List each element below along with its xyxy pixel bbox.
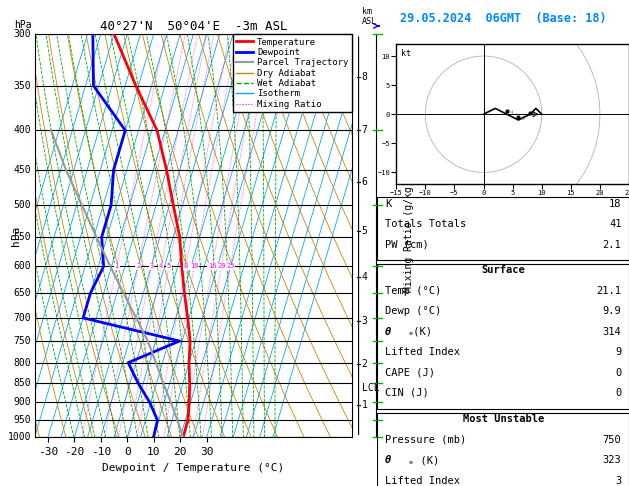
Text: 6: 6	[362, 176, 367, 187]
Text: 1: 1	[114, 263, 119, 269]
Title: 40°27'N  50°04'E  -3m ASL: 40°27'N 50°04'E -3m ASL	[99, 20, 287, 33]
Text: θ: θ	[385, 455, 391, 465]
Text: θ: θ	[385, 327, 391, 337]
Text: 4: 4	[362, 272, 367, 282]
Text: 10: 10	[190, 263, 199, 269]
Text: Most Unstable: Most Unstable	[462, 414, 544, 424]
Text: 750: 750	[14, 336, 31, 346]
Text: 1: 1	[362, 399, 367, 410]
Text: 0: 0	[615, 388, 621, 398]
Text: 25: 25	[226, 263, 235, 269]
Text: 3: 3	[362, 316, 367, 326]
Text: 8: 8	[362, 72, 367, 82]
Text: 500: 500	[14, 200, 31, 210]
Text: K: K	[385, 199, 391, 209]
Text: 3: 3	[615, 475, 621, 486]
Text: km
ASL: km ASL	[362, 6, 377, 26]
Text: Mixing Ratio (g/kg): Mixing Ratio (g/kg)	[404, 180, 415, 292]
Text: 0: 0	[615, 367, 621, 378]
Bar	[377, 197, 629, 260]
Text: 3: 3	[149, 263, 153, 269]
Text: 41: 41	[609, 219, 621, 229]
Text: 6: 6	[533, 112, 537, 117]
Text: Pressure (mb): Pressure (mb)	[385, 434, 466, 445]
Text: 650: 650	[14, 288, 31, 298]
Text: 2: 2	[136, 263, 140, 269]
Text: 314: 314	[603, 327, 621, 337]
Text: 9.9: 9.9	[603, 306, 621, 316]
Text: 400: 400	[14, 125, 31, 136]
Text: PW (cm): PW (cm)	[385, 240, 429, 250]
Text: 5: 5	[167, 263, 171, 269]
Text: 450: 450	[14, 165, 31, 175]
Text: 5: 5	[362, 226, 367, 236]
Text: 950: 950	[14, 415, 31, 425]
Text: 550: 550	[14, 232, 31, 242]
Text: 20: 20	[217, 263, 226, 269]
Text: 323: 323	[603, 455, 621, 465]
Text: 1000: 1000	[8, 433, 31, 442]
Text: 900: 900	[14, 397, 31, 407]
Text: ₑ (K): ₑ (K)	[408, 455, 439, 465]
Text: 750: 750	[603, 434, 621, 445]
Text: 4: 4	[509, 110, 513, 115]
Text: Temp (°C): Temp (°C)	[385, 286, 441, 296]
Text: 7: 7	[362, 125, 367, 136]
Text: 5: 5	[521, 116, 525, 121]
Text: 300: 300	[14, 29, 31, 39]
Text: LCL: LCL	[362, 382, 379, 393]
Text: kt: kt	[401, 49, 411, 57]
Text: 700: 700	[14, 313, 31, 323]
Legend: Temperature, Dewpoint, Parcel Trajectory, Dry Adiabat, Wet Adiabat, Isotherm, Mi: Temperature, Dewpoint, Parcel Trajectory…	[233, 34, 352, 112]
Text: 8: 8	[184, 263, 188, 269]
Text: 18: 18	[609, 199, 621, 209]
Text: Lifted Index: Lifted Index	[385, 347, 460, 357]
Text: 600: 600	[14, 261, 31, 271]
Text: CIN (J): CIN (J)	[385, 388, 429, 398]
Text: Totals Totals: Totals Totals	[385, 219, 466, 229]
Text: hPa: hPa	[14, 20, 31, 30]
Text: Surface: Surface	[481, 265, 525, 276]
Bar	[377, 264, 629, 409]
Text: 2: 2	[362, 359, 367, 369]
Text: 350: 350	[14, 81, 31, 91]
Text: hPa: hPa	[11, 226, 21, 246]
Text: 29.05.2024  06GMT  (Base: 18): 29.05.2024 06GMT (Base: 18)	[400, 12, 606, 25]
Text: CAPE (J): CAPE (J)	[385, 367, 435, 378]
Text: 2.1: 2.1	[603, 240, 621, 250]
Text: Dewp (°C): Dewp (°C)	[385, 306, 441, 316]
Text: 9: 9	[615, 347, 621, 357]
Text: ₑ(K): ₑ(K)	[408, 327, 433, 337]
Text: 800: 800	[14, 358, 31, 367]
Text: 4: 4	[159, 263, 164, 269]
Text: 850: 850	[14, 378, 31, 388]
Text: 16: 16	[208, 263, 216, 269]
X-axis label: Dewpoint / Temperature (°C): Dewpoint / Temperature (°C)	[103, 463, 284, 473]
Text: 21.1: 21.1	[596, 286, 621, 296]
Bar	[377, 413, 629, 486]
Text: Lifted Index: Lifted Index	[385, 475, 460, 486]
